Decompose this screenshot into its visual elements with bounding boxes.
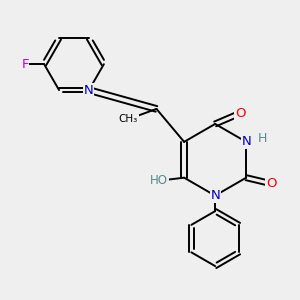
Text: HO: HO [150,174,168,187]
Text: H: H [258,132,268,146]
Text: O: O [235,107,245,120]
Text: N: N [241,135,251,148]
Text: N: N [210,189,220,202]
Text: O: O [266,177,277,190]
Text: N: N [84,84,94,97]
Text: F: F [21,58,29,71]
Text: CH₃: CH₃ [119,114,138,124]
